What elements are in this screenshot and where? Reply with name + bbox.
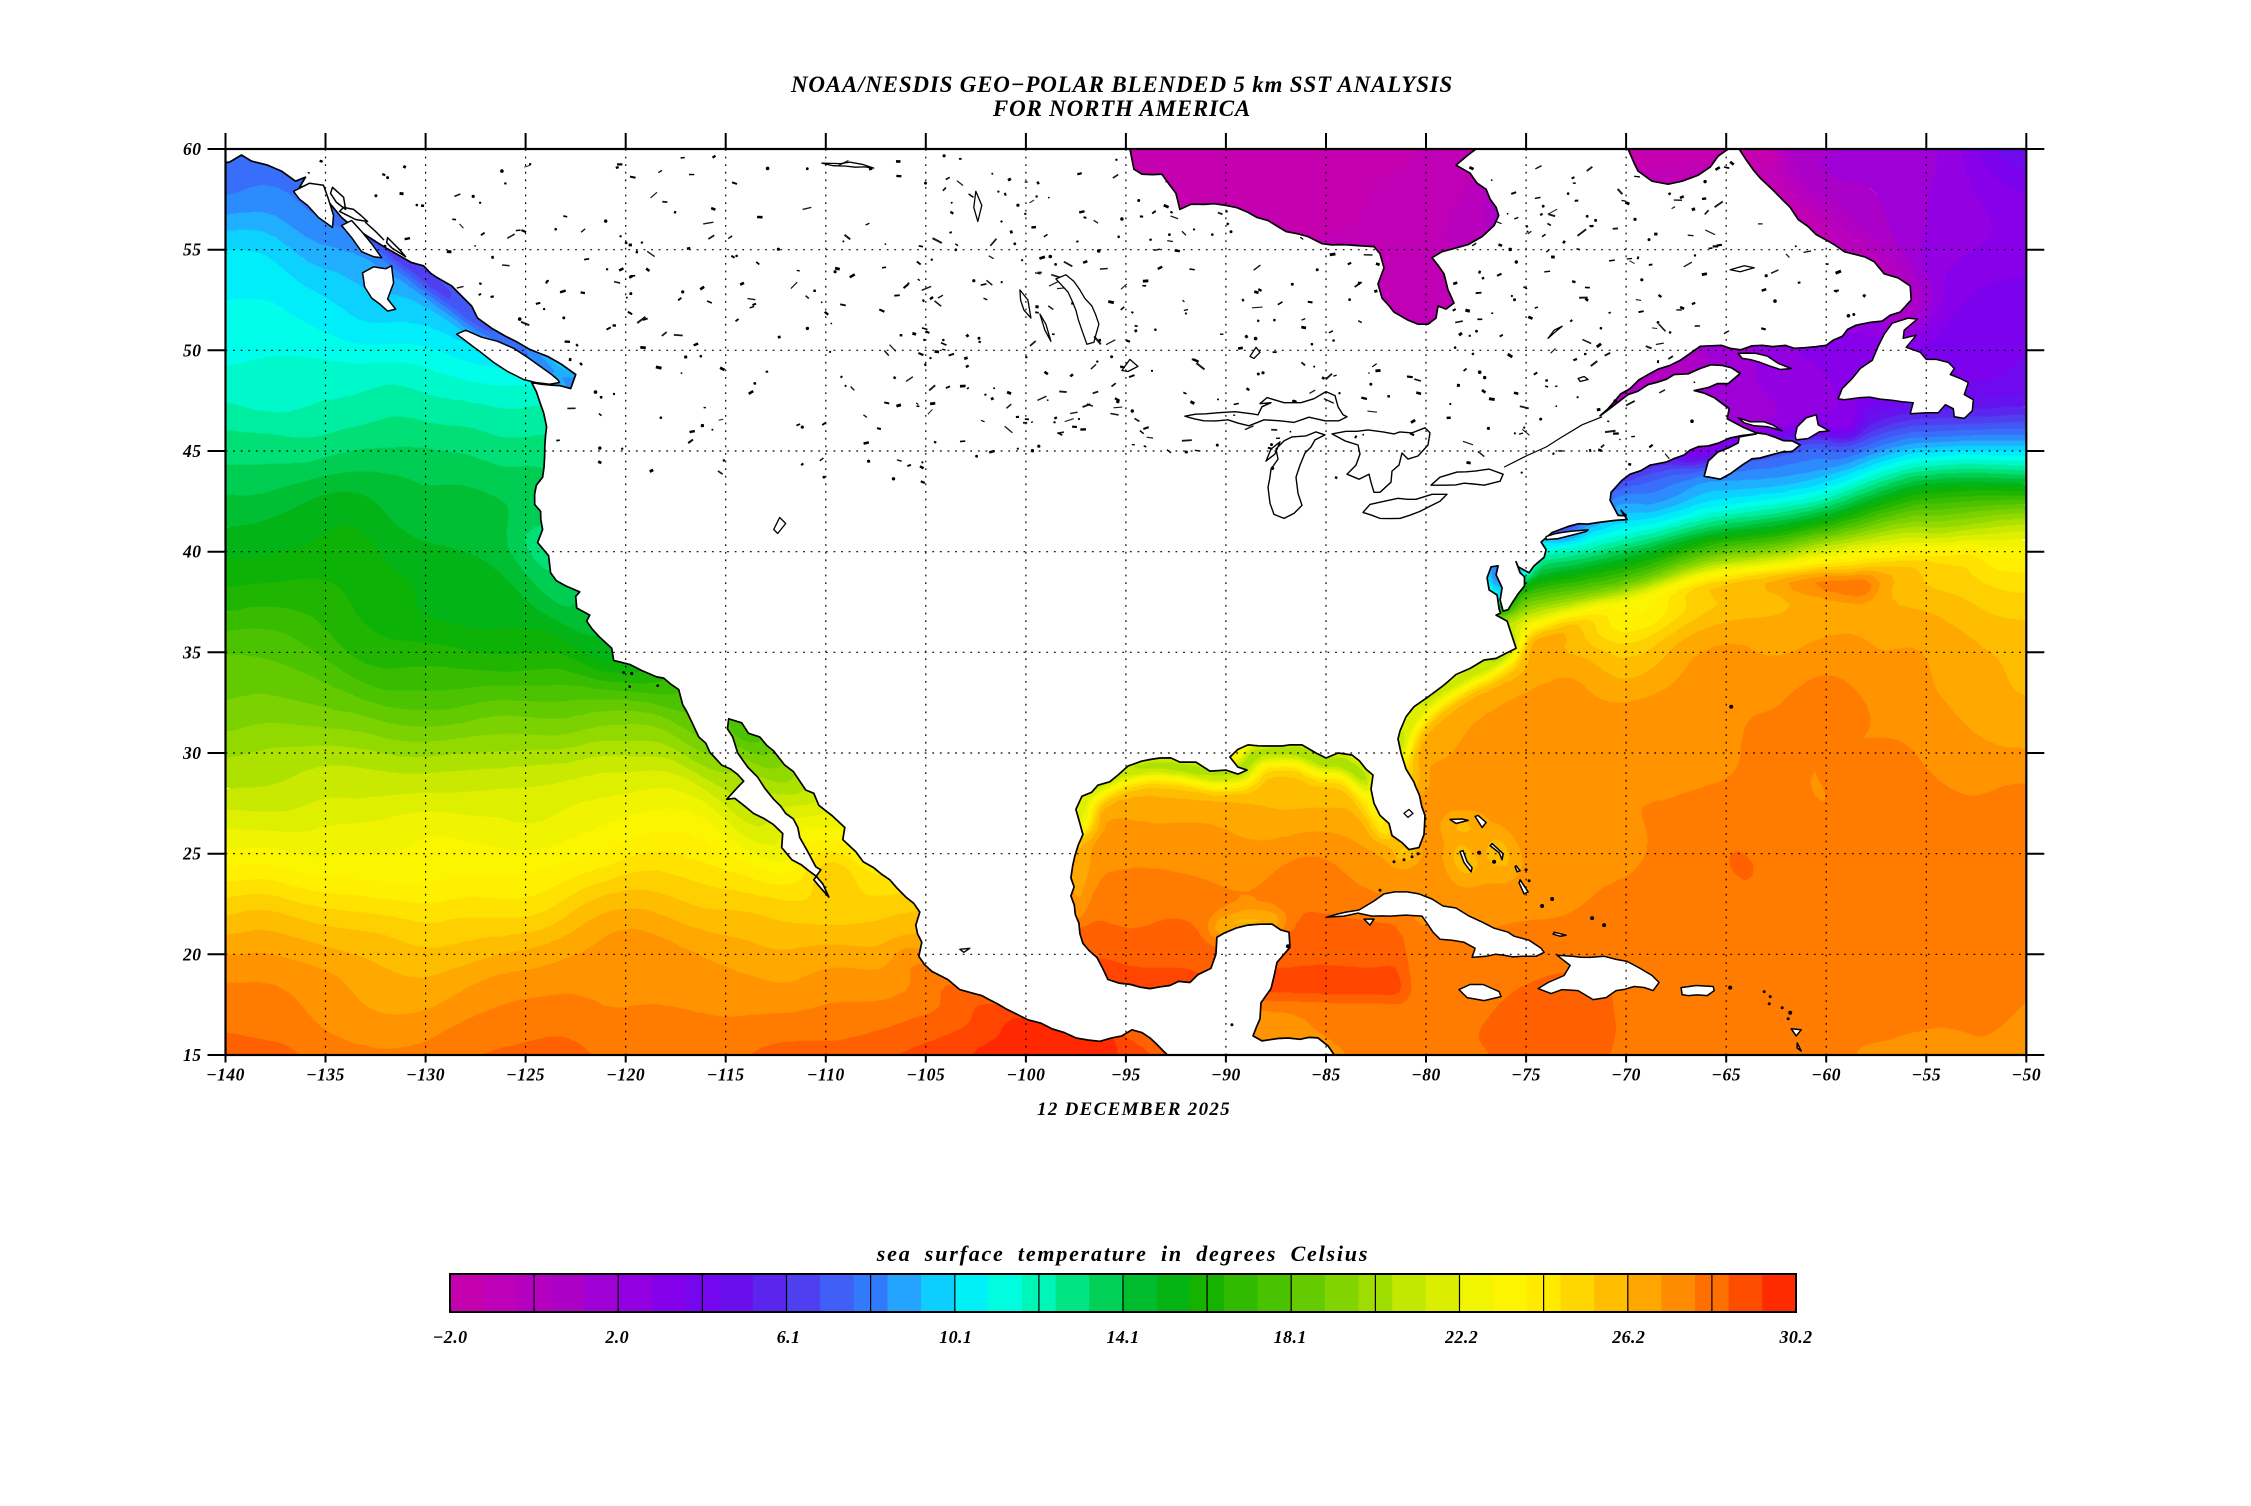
svg-text:12 DECEMBER 2025: 12 DECEMBER 2025 <box>1037 1099 1231 1120</box>
svg-text:6.1: 6.1 <box>777 1327 801 1347</box>
svg-text:−135: −135 <box>306 1065 345 1085</box>
svg-text:30: 30 <box>182 743 202 763</box>
svg-text:−105: −105 <box>906 1065 945 1085</box>
svg-text:−2.0: −2.0 <box>432 1327 467 1347</box>
svg-text:15: 15 <box>183 1045 202 1065</box>
svg-text:22.2: 22.2 <box>1444 1327 1478 1347</box>
svg-text:NOAA/NESDIS GEO−POLAR BLENDED: NOAA/NESDIS GEO−POLAR BLENDED 5 km SST A… <box>790 72 1453 97</box>
svg-text:30.2: 30.2 <box>1778 1327 1812 1347</box>
svg-text:35: 35 <box>182 642 202 662</box>
svg-text:−75: −75 <box>1511 1065 1541 1085</box>
svg-text:−90: −90 <box>1211 1065 1241 1085</box>
svg-text:60: 60 <box>183 139 202 159</box>
svg-text:−115: −115 <box>707 1065 745 1085</box>
svg-text:−65: −65 <box>1711 1065 1741 1085</box>
svg-text:−55: −55 <box>1911 1065 1941 1085</box>
svg-text:40: 40 <box>182 542 202 562</box>
svg-text:−85: −85 <box>1311 1065 1341 1085</box>
svg-text:−80: −80 <box>1411 1065 1441 1085</box>
svg-text:−120: −120 <box>606 1065 645 1085</box>
svg-text:50: 50 <box>183 340 202 360</box>
svg-text:25: 25 <box>182 844 202 864</box>
svg-text:18.1: 18.1 <box>1274 1327 1307 1347</box>
svg-text:−140: −140 <box>206 1065 245 1085</box>
svg-text:−60: −60 <box>1811 1065 1841 1085</box>
svg-text:FOR NORTH AMERICA: FOR NORTH AMERICA <box>992 96 1251 121</box>
svg-text:26.2: 26.2 <box>1611 1327 1645 1347</box>
svg-text:sea surface temperature in deg: sea surface temperature in degrees Celsi… <box>876 1241 1369 1266</box>
svg-text:20: 20 <box>182 944 202 964</box>
svg-text:14.1: 14.1 <box>1106 1327 1139 1347</box>
svg-text:2.0: 2.0 <box>604 1327 629 1347</box>
svg-text:−70: −70 <box>1611 1065 1641 1085</box>
svg-text:−50: −50 <box>2011 1065 2041 1085</box>
svg-text:45: 45 <box>182 441 202 461</box>
svg-text:−100: −100 <box>1006 1065 1045 1085</box>
svg-text:10.1: 10.1 <box>939 1327 972 1347</box>
svg-text:−95: −95 <box>1111 1065 1141 1085</box>
svg-text:55: 55 <box>183 240 202 260</box>
svg-text:−125: −125 <box>506 1065 545 1085</box>
svg-text:−130: −130 <box>406 1065 445 1085</box>
svg-text:−110: −110 <box>807 1065 845 1085</box>
